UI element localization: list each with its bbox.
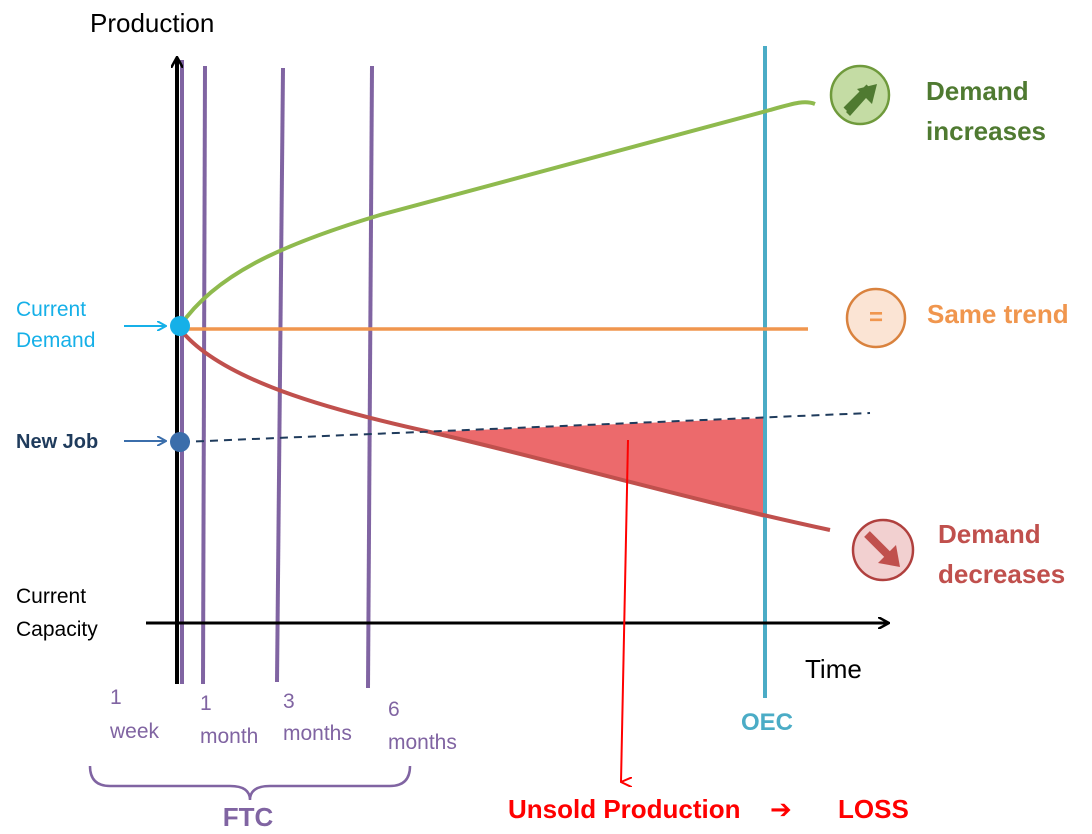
- arrow-up-right-icon: [843, 84, 877, 116]
- x-axis-label: Time: [805, 654, 862, 684]
- ftc-line-1-month: [201, 65, 207, 685]
- demand-decreases-curve: [178, 327, 831, 532]
- ftc-line-3-months: [275, 67, 285, 683]
- demand-increases-badge: [829, 64, 891, 126]
- same-trend-badge: =: [845, 287, 907, 349]
- current-demand-label-line1: Current: [16, 298, 86, 321]
- loss-arrow-glyph: ➔: [770, 794, 792, 824]
- time-marker-3-months-line2: months: [283, 722, 352, 745]
- current-capacity-label-line2: Capacity: [16, 618, 98, 641]
- loss-label: LOSS: [838, 794, 909, 824]
- new-job-projection-line: [181, 412, 871, 443]
- oec-label: OEC: [741, 709, 793, 736]
- ftc-brace: [88, 765, 412, 801]
- ftc-label: FTC: [223, 802, 274, 832]
- time-marker-3-months-line1: 3: [283, 690, 295, 713]
- demand-increases-label-line1: Demand: [926, 76, 1029, 106]
- loss-arrow: [621, 439, 628, 782]
- time-marker-1-week-line2: week: [109, 720, 160, 743]
- demand-decreases-label-line2: decreases: [938, 559, 1065, 589]
- y-axis-label: Production: [90, 8, 214, 38]
- demand-decreases-label-line1: Demand: [938, 519, 1041, 549]
- new-job-point: [170, 432, 190, 452]
- time-marker-6-months-line2: months: [388, 731, 457, 754]
- arrow-down-right-icon: [864, 531, 900, 567]
- time-marker-1-month-line1: 1: [200, 692, 212, 715]
- demand-increases-label-line2: increases: [926, 116, 1046, 146]
- ftc-line-6-months: [366, 65, 374, 689]
- new-job-label: New Job: [16, 431, 98, 453]
- equals-icon: =: [869, 304, 883, 331]
- unsold-production-label: Unsold Production: [508, 794, 741, 824]
- current-capacity-label-line1: Current: [16, 585, 86, 608]
- time-marker-1-week-line1: 1: [110, 686, 122, 709]
- time-marker-1-month-line2: month: [200, 725, 258, 748]
- current-demand-label-line2: Demand: [16, 329, 95, 352]
- same-trend-label: Same trend: [927, 299, 1069, 329]
- demand-increases-curve: [178, 100, 816, 328]
- time-marker-6-months-line1: 6: [388, 698, 400, 721]
- demand-decreases-badge: [851, 518, 915, 582]
- current-demand-point: [170, 316, 190, 336]
